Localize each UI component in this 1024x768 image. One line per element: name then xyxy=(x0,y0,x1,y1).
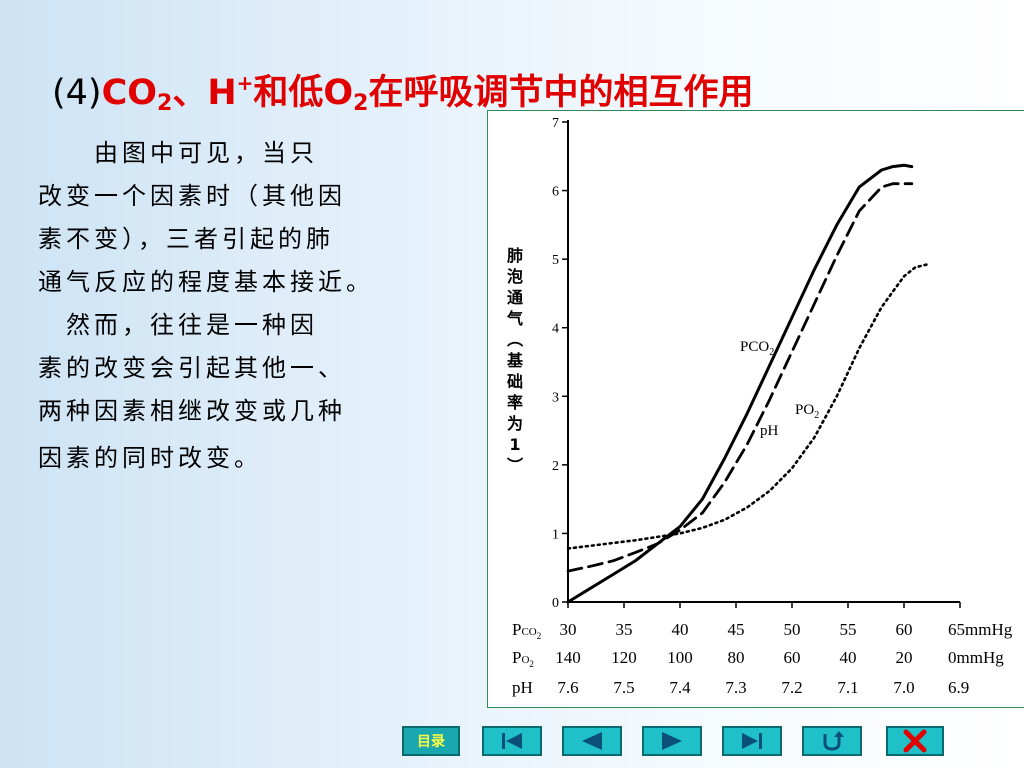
title-number: (4) xyxy=(52,73,102,113)
title-sub-2b: 2 xyxy=(353,91,369,116)
title-sup-plus: + xyxy=(236,71,254,95)
x-tick-label: 140 xyxy=(555,648,581,667)
body-line: 素不变），三者引起的肺 xyxy=(38,225,334,253)
body-line: 由图中可见，当只 xyxy=(38,139,318,167)
y-tick-label: 1 xyxy=(552,527,559,542)
red-x-icon xyxy=(903,729,927,753)
body-line: 因素的同时改变。 xyxy=(38,444,262,472)
y-tick-label: 4 xyxy=(552,322,559,337)
y-tick-label: 3 xyxy=(552,390,559,405)
x-tick-label: 40 xyxy=(672,620,689,639)
body-paragraph: 由图中可见，当只 改变一个因素时（其他因 素不变），三者引起的肺 通气反应的程度… xyxy=(38,132,458,480)
series-line-po2 xyxy=(566,263,928,550)
x-tick-label: 120 xyxy=(611,648,637,667)
skip-to-end-icon xyxy=(742,733,762,749)
x-tick-label: 20 xyxy=(896,648,913,667)
menu-button[interactable]: 目录 xyxy=(402,726,460,756)
x-tick-label: 80 xyxy=(728,648,745,667)
triangle-left-icon xyxy=(582,732,602,750)
y-axis-label-char: 为 xyxy=(507,414,523,433)
x-tick-label: 7.5 xyxy=(613,678,634,697)
x-tick-label: 60 xyxy=(896,620,913,639)
body-line: 素的改变会引起其他一、 xyxy=(38,354,346,382)
last-page-button[interactable] xyxy=(722,726,782,756)
y-tick-label: 7 xyxy=(552,116,559,131)
x-tick-label: 100 xyxy=(667,648,693,667)
y-axis-label-char: 率 xyxy=(507,393,523,412)
x-tick-label: 7.4 xyxy=(669,678,691,697)
body-line: 改变一个因素时（其他因 xyxy=(38,182,346,210)
x-tick-label: 0mmHg xyxy=(948,648,1004,667)
triangle-right-icon xyxy=(662,732,682,750)
x-tick-label: 40 xyxy=(840,648,857,667)
series-label-pco2: PCO2 xyxy=(740,339,774,358)
prev-page-button[interactable] xyxy=(562,726,622,756)
y-tick-label: 5 xyxy=(552,253,559,268)
x-axis-row-label: pH xyxy=(512,678,533,697)
return-button[interactable] xyxy=(802,726,862,756)
x-tick-label: 30 xyxy=(560,620,577,639)
title-co: CO xyxy=(101,73,158,113)
x-tick-label: 65mmHg xyxy=(948,620,1013,639)
y-tick-label: 6 xyxy=(552,185,559,200)
body-line: 然而，往往是一种因 xyxy=(38,311,318,339)
title-rest: 在呼吸调节中的相互作用 xyxy=(368,73,754,113)
slide-title: (4)CO2、H+和低O2在呼吸调节中的相互作用 xyxy=(52,58,952,116)
u-turn-icon xyxy=(823,731,844,751)
body-line: 通气反应的程度基本接近。 xyxy=(38,268,374,296)
x-tick-label: 6.9 xyxy=(948,678,969,697)
x-tick-label: 35 xyxy=(616,620,633,639)
y-axis-label-char: 通 xyxy=(507,288,523,307)
x-tick-label: 50 xyxy=(784,620,801,639)
series-line-pco2 xyxy=(566,163,914,604)
menu-button-label: 目录 xyxy=(417,734,445,750)
series-label-ph: pH xyxy=(760,423,779,439)
y-axis-label-char: （ xyxy=(505,331,524,347)
y-axis-label-char: ） xyxy=(505,457,524,473)
x-tick-label: 55 xyxy=(840,620,857,639)
skip-to-start-icon xyxy=(502,733,522,749)
y-axis-label-char: 1 xyxy=(509,435,520,454)
x-axis-row-label: PCO2 xyxy=(512,620,541,641)
y-tick-label: 0 xyxy=(552,596,559,611)
title-low-o: 和低O xyxy=(253,73,354,113)
y-axis-label-char: 肺 xyxy=(507,246,523,265)
next-page-button[interactable] xyxy=(642,726,702,756)
y-axis-label-char: 气 xyxy=(506,309,523,328)
close-button[interactable] xyxy=(886,726,944,756)
y-axis-label-char: 基 xyxy=(506,351,524,370)
x-tick-label: 7.6 xyxy=(557,678,578,697)
x-tick-label: 60 xyxy=(784,648,801,667)
x-tick-label: 7.0 xyxy=(893,678,914,697)
series-label-po2: PO2 xyxy=(795,402,819,421)
x-tick-label: 45 xyxy=(728,620,745,639)
title-h: 、H xyxy=(172,73,237,113)
x-axis-row-label: PO2 xyxy=(512,648,534,669)
series-line-ph xyxy=(566,182,914,573)
title-sub-2: 2 xyxy=(157,91,173,116)
x-tick-label: 7.3 xyxy=(725,678,746,697)
x-tick-label: 7.2 xyxy=(781,678,802,697)
x-tick-label: 7.1 xyxy=(837,678,858,697)
chart-panel: 0 1 2 3 4 5 6 7 PCO2 30 35 40 45 50 55 60 65mmHg PO2 140 12… xyxy=(487,110,1024,708)
body-line: 两种因素相继改变或几种 xyxy=(38,397,346,425)
first-page-button[interactable] xyxy=(482,726,542,756)
y-axis-label-char: 泡 xyxy=(507,267,523,286)
y-axis-label-char: 础 xyxy=(507,372,523,391)
y-tick-label: 2 xyxy=(552,459,559,474)
